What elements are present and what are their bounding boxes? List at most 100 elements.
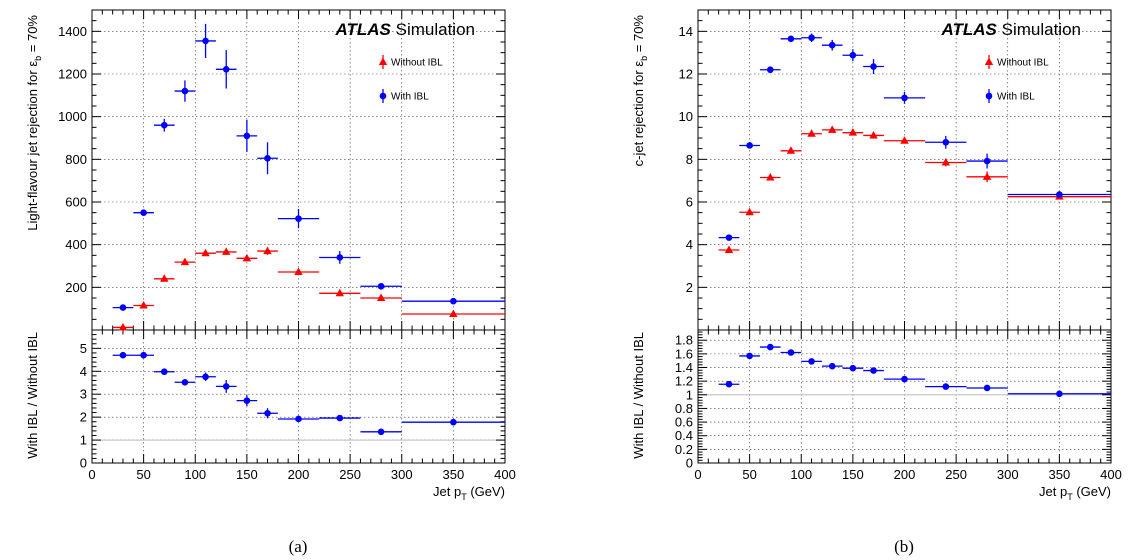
without-ibl-point — [174, 257, 196, 266]
ratio-point — [863, 367, 884, 374]
without-ibl-marker — [222, 247, 231, 255]
ratio-point — [195, 372, 216, 381]
ratio-y-axis-label: With IBL / Without IBL — [631, 332, 646, 459]
ratio-point — [842, 364, 864, 372]
ratio-marker — [377, 428, 385, 436]
without-ibl-marker — [139, 300, 148, 309]
y-tick-label: 12 — [679, 67, 693, 82]
ratio-marker — [725, 380, 733, 388]
ratio-point — [401, 418, 505, 426]
ratio-point — [966, 384, 1008, 392]
without-ibl-point — [739, 207, 760, 216]
ratio-point — [215, 379, 237, 393]
ratio-y-tick-label: 0.8 — [675, 401, 693, 416]
with-ibl-point — [174, 80, 196, 102]
series-without-ibl — [718, 125, 1111, 253]
x-tick-label: 150 — [842, 467, 864, 482]
without-ibl-marker — [900, 136, 909, 144]
ratio-point — [801, 358, 822, 365]
ratio-series — [112, 351, 505, 436]
without-ibl-point — [277, 267, 320, 275]
without-ibl-point — [780, 146, 802, 154]
with-ibl-point — [1007, 191, 1111, 198]
without-ibl-point — [925, 158, 967, 167]
without-ibl-point — [257, 246, 278, 255]
with-ibl-marker — [746, 142, 753, 149]
legend-entry-without-ibl: Without IBL — [378, 55, 443, 69]
panel-caption: (a) — [289, 537, 308, 556]
with-ibl-marker — [942, 138, 950, 146]
without-ibl-point — [236, 253, 258, 262]
ratio-y-tick-label: 1.8 — [675, 333, 693, 348]
ratio-y-tick-label: 1.2 — [675, 374, 693, 389]
x-tick-label: 150 — [236, 467, 258, 482]
with-ibl-point — [863, 59, 884, 74]
ratio-point — [133, 351, 154, 359]
ratio-point — [925, 383, 967, 390]
ratio-marker — [1056, 390, 1063, 398]
without-ibl-marker — [807, 129, 816, 137]
without-ibl-point — [718, 245, 740, 253]
x-tick-label: 50 — [742, 467, 756, 482]
with-ibl-point — [236, 119, 258, 152]
ratio-marker — [336, 414, 344, 422]
y-axis-label: c-jet rejection for εb = 70% — [631, 15, 649, 167]
with-ibl-marker — [766, 66, 774, 74]
without-ibl-marker — [335, 288, 344, 297]
legend-entry-with-ibl: With IBL — [985, 89, 1035, 103]
with-ibl-marker — [264, 154, 271, 162]
ratio-point — [718, 380, 740, 388]
without-ibl-point — [112, 322, 134, 331]
ratio-y-tick-label: 1.6 — [675, 346, 693, 361]
ratio-y-tick-label: 0.4 — [675, 428, 693, 443]
without-ibl-point — [215, 247, 237, 255]
ratio-marker — [181, 378, 189, 386]
without-ibl-point — [801, 129, 822, 137]
series-with-ibl — [112, 23, 505, 311]
without-ibl-marker — [242, 253, 252, 262]
without-ibl-marker — [263, 246, 272, 255]
without-ibl-marker — [982, 172, 992, 180]
y-tick-label: 400 — [65, 237, 87, 252]
without-ibl-marker — [848, 128, 858, 136]
ratio-y-tick-label: 0.2 — [675, 442, 693, 457]
ratio-marker — [243, 397, 251, 404]
x-tick-label: 300 — [997, 467, 1019, 482]
panel-caption: (b) — [894, 537, 914, 556]
legend-label: With IBL — [997, 92, 1035, 103]
legend-marker — [379, 92, 387, 100]
without-ibl-point — [821, 125, 843, 133]
y-tick-label: 1000 — [58, 109, 87, 124]
without-ibl-marker — [766, 172, 775, 181]
ratio-marker — [828, 362, 836, 370]
with-ibl-point — [195, 23, 216, 58]
with-ibl-marker — [787, 35, 795, 43]
with-ibl-marker — [1056, 191, 1063, 198]
with-ibl-point — [966, 153, 1008, 169]
with-ibl-marker — [450, 297, 457, 305]
x-tick-label: 50 — [136, 467, 150, 482]
without-ibl-point — [319, 288, 361, 297]
without-ibl-marker — [118, 322, 128, 331]
without-ibl-marker — [201, 248, 210, 257]
with-ibl-marker — [243, 132, 251, 140]
with-ibl-point — [401, 297, 505, 305]
ratio-point — [883, 375, 926, 383]
y-tick-label: 200 — [65, 280, 87, 295]
y-tick-label: 600 — [65, 195, 87, 210]
without-ibl-marker — [745, 207, 754, 216]
ratio-marker — [808, 358, 815, 365]
ratio-marker — [140, 351, 147, 359]
without-ibl-marker — [180, 257, 190, 266]
with-ibl-marker — [901, 94, 908, 102]
x-tick-label: 100 — [790, 467, 812, 482]
with-ibl-marker — [808, 34, 815, 42]
x-tick-label: 300 — [391, 467, 413, 482]
with-ibl-point — [153, 118, 175, 132]
with-ibl-marker — [295, 215, 302, 222]
ratio-y-tick-label: 1 — [686, 387, 693, 402]
with-ibl-marker — [119, 304, 127, 311]
without-ibl-point — [966, 171, 1008, 183]
x-tick-label: 200 — [894, 467, 916, 482]
